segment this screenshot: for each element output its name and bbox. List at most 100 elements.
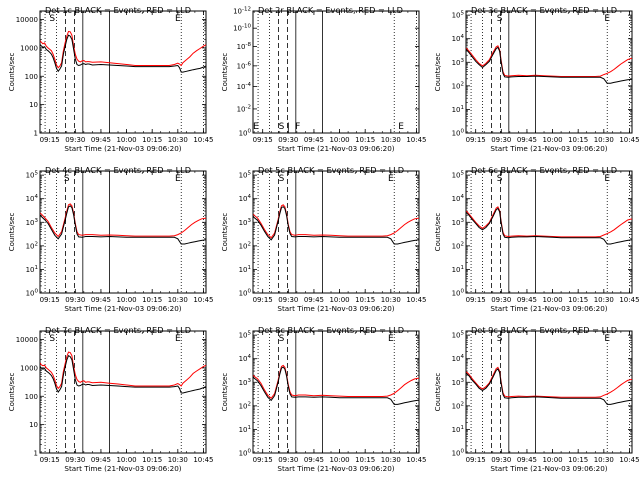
x-tick-label: 10:00 [542,296,562,304]
y-tick-label: 10 [29,101,38,109]
plot-frame [252,10,420,134]
y-axis: 1 10 100 1000 10000 [16,336,206,458]
x-tick-label: 09:45 [91,296,111,304]
x-tick-label: 10:30 [594,136,614,144]
y-axis-label: Counts/sec [434,53,442,92]
x-tick-label: 10:30 [381,136,401,144]
detector-panel-9: Det 9c BLACK = Events, RED = LLD 100 101 10… [434,325,640,473]
x-tick-label: 09:45 [91,456,111,464]
x-axis: 09:15 09:30 09:45 10:00 10:15 10:30 10:45 [40,171,214,304]
y-tick-label: 100 [26,289,39,298]
y-tick-label: 10-4 [237,82,252,91]
detector-panel-5: Det 5c BLACK = Events, RED = LLD10010110… [221,165,427,313]
x-tick-label: 09:15 [253,456,273,464]
series-lld-line [40,203,206,238]
series-events-line [40,354,206,394]
series-lld-line [40,30,206,69]
y-tick-label: 105 [239,171,252,180]
y-tick-label: 100 [239,449,252,458]
x-axis-label: Start Time (21-Nov-03 09:06:20) [490,304,607,313]
x-tick-label: 10:15 [142,136,162,144]
y-tick-label: 103 [239,378,252,387]
detector-panel-7: Det 7c BLACK = Events, RED = LLD 1 10 100 10… [8,325,214,473]
x-tick-label: 10:45 [619,296,639,304]
x-tick-label: 09:15 [253,296,273,304]
x-tick-label: 10:00 [542,136,562,144]
marker-letter: S [497,174,503,184]
y-tick-label: 100 [239,289,252,298]
y-tick-label: 101 [26,265,38,274]
x-tick-label: 10:30 [168,456,188,464]
y-tick-label: 100 [25,393,38,401]
y-tick-label: 103 [452,378,465,387]
panel-title: Det 9c BLACK = Events, RED = LLD [471,325,617,335]
y-tick-label: 102 [239,401,251,410]
x-tick-label: 10:45 [193,456,213,464]
x-tick-label: 10:45 [406,136,426,144]
marker-letter: S [64,174,70,184]
x-tick-label: 10:00 [542,456,562,464]
plot-frame [465,10,633,134]
x-tick-label: 09:30 [491,296,511,304]
x-tick-label: 10:45 [619,456,639,464]
marker-letter: S [497,14,503,24]
panel-title: Det 8c BLACK = Events, RED = LLD [258,325,404,335]
x-axis: 09:15 09:30 09:45 10:00 10:15 10:30 10:45 [466,11,640,144]
y-tick-label: 104 [26,194,39,203]
y-tick-label: 101 [452,425,464,434]
y-tick-label: 102 [452,81,464,90]
panel-title: Det 3c BLACK = Events, RED = LLD [471,5,617,15]
x-tick-label: 09:30 [278,136,298,144]
y-axis: 1 10 100 1000 10000 [16,16,206,138]
x-tick-label: 09:45 [517,136,537,144]
x-tick-label: 10:15 [142,296,162,304]
y-axis-label: Counts/sec [221,53,229,92]
y-tick-label: 10-12 [233,7,251,16]
y-tick-label: 10 [29,421,38,429]
series-lld-line [466,206,632,238]
y-tick-label: 105 [26,171,39,180]
y-tick-label: 10000 [16,336,38,344]
marker-letter: S [49,14,55,24]
x-axis-label: Start Time (21-Nov-03 09:06:20) [64,144,181,153]
marker-letter: S [279,122,285,132]
x-tick-label: 10:30 [594,296,614,304]
x-tick-label: 10:45 [619,136,639,144]
x-tick-label: 10:00 [329,456,349,464]
y-tick-label: 102 [239,241,251,250]
detector-panel-1: Det 1c BLACK = Events, RED = LLD 1 10 100 10… [8,5,214,153]
detector-panel-4: Det 4c BLACK = Events, RED = LLD10010110… [8,165,214,313]
y-tick-label: 101 [452,105,464,114]
y-tick-label: 101 [239,425,251,434]
panel-title: Det 1c BLACK = Events, RED = LLD [45,5,191,15]
y-tick-label: 100 [452,449,465,458]
x-axis: 09:15 09:30 09:45 10:00 10:15 10:30 10:45 [466,171,640,304]
marker-letter: S [279,334,285,344]
x-tick-label: 10:45 [406,296,426,304]
x-tick-label: 10:15 [568,456,588,464]
x-axis-label: Start Time (21-Nov-03 09:06:20) [490,464,607,473]
x-tick-label: 09:30 [65,136,85,144]
y-axis: 100 10-2 10-4 10-6 10-8 10-10 10-12 [233,7,419,138]
x-tick-label: 09:15 [40,296,60,304]
x-tick-label: 10:45 [193,136,213,144]
marker-letter: E [175,14,181,24]
x-tick-label: 09:45 [91,136,111,144]
x-tick-label: 09:30 [65,456,85,464]
y-axis-label: Counts/sec [8,213,16,252]
x-tick-label: 09:15 [466,136,486,144]
y-tick-label: 102 [452,401,464,410]
x-tick-label: 09:30 [278,296,298,304]
marker-letter: E [398,122,404,132]
marker-letter: E [388,334,394,344]
marker-letter: E [175,334,181,344]
series-events-line [466,46,632,84]
panel-title: Det 2r BLACK = Events, RED = LLD [258,5,403,15]
y-tick-label: 1 [34,130,38,138]
